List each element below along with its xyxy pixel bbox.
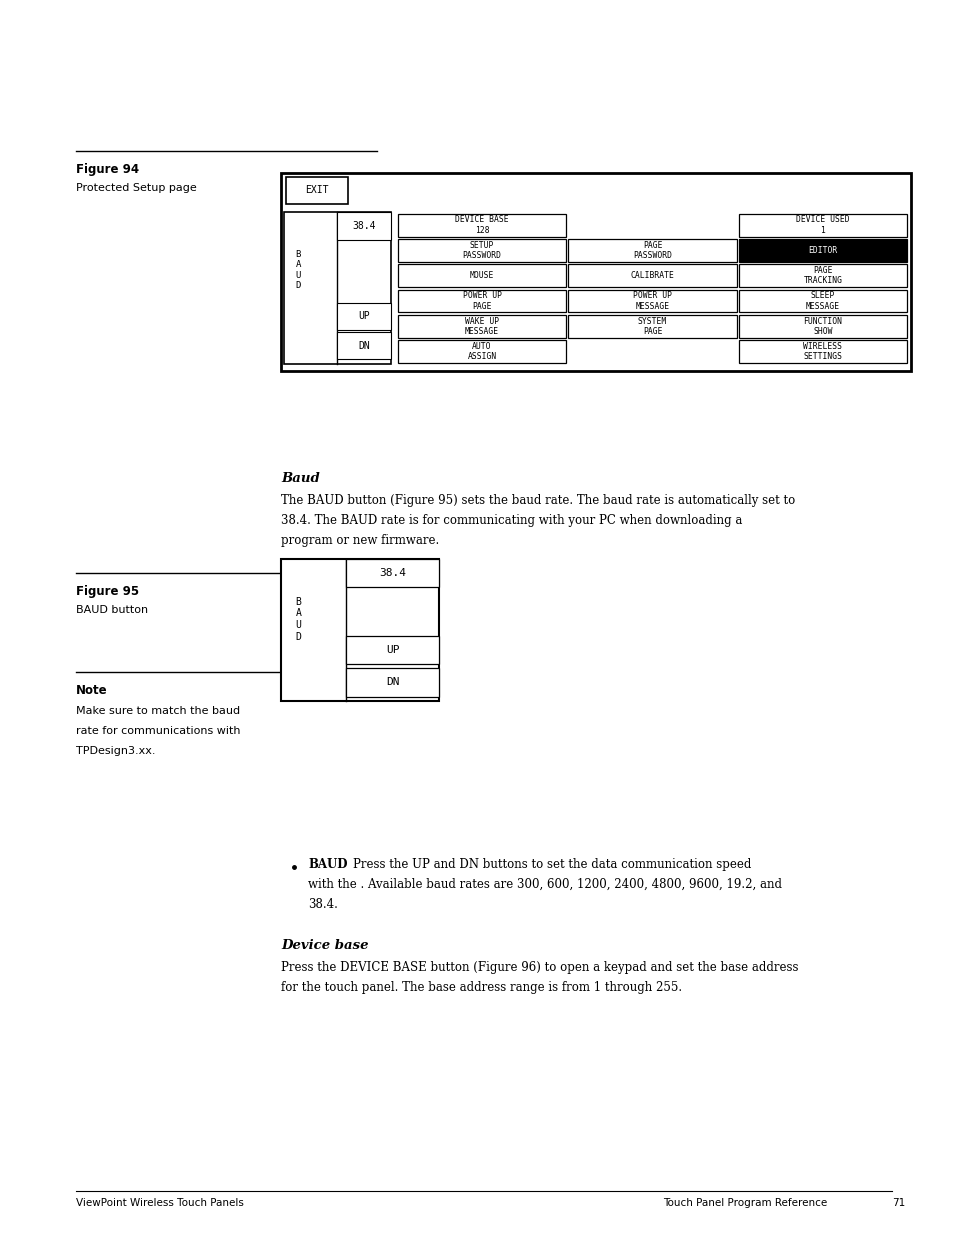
Text: WAKE UP
MESSAGE: WAKE UP MESSAGE — [464, 316, 498, 336]
Bar — [738, 264, 906, 288]
Bar — [336, 303, 391, 330]
Text: DEVICE USED
1: DEVICE USED 1 — [796, 215, 849, 235]
Bar — [281, 559, 438, 701]
Bar — [397, 315, 566, 338]
Text: ViewPoint Wireless Touch Panels: ViewPoint Wireless Touch Panels — [76, 1198, 244, 1208]
Text: PAGE
PASSWORD: PAGE PASSWORD — [633, 241, 671, 261]
Bar — [397, 341, 566, 363]
Bar — [286, 177, 348, 204]
Text: 38.4. The BAUD rate is for communicating with your PC when downloading a: 38.4. The BAUD rate is for communicating… — [281, 514, 742, 527]
Text: CALIBRATE: CALIBRATE — [630, 272, 674, 280]
Bar — [738, 240, 906, 262]
Bar — [568, 315, 736, 338]
Text: SETUP
PASSWORD: SETUP PASSWORD — [462, 241, 501, 261]
Text: rate for communications with: rate for communications with — [76, 726, 240, 736]
Bar — [336, 332, 391, 359]
Bar — [336, 212, 391, 240]
Text: EXIT: EXIT — [305, 185, 329, 195]
Text: Figure 95: Figure 95 — [76, 585, 139, 599]
Text: DN: DN — [385, 677, 399, 688]
Text: for the touch panel. The base address range is from 1 through 255.: for the touch panel. The base address ra… — [281, 981, 681, 994]
Bar — [346, 559, 438, 587]
Bar — [738, 341, 906, 363]
Text: BAUD: BAUD — [308, 858, 347, 872]
Bar — [568, 264, 736, 288]
Bar — [281, 173, 910, 370]
Text: AUTO
ASSIGN: AUTO ASSIGN — [467, 342, 497, 362]
Text: Baud: Baud — [281, 472, 320, 485]
Text: Make sure to match the baud: Make sure to match the baud — [76, 706, 240, 716]
Bar — [346, 668, 438, 697]
Text: PAGE
TRACKING: PAGE TRACKING — [802, 266, 841, 285]
Text: 71: 71 — [891, 1198, 904, 1208]
Text: Device base: Device base — [281, 939, 369, 952]
Text: DN: DN — [357, 341, 370, 351]
Text: B
A
U
D: B A U D — [295, 249, 301, 290]
Text: FUNCTION
SHOW: FUNCTION SHOW — [802, 316, 841, 336]
Bar — [284, 212, 391, 364]
Bar — [346, 636, 438, 664]
Text: 38.4: 38.4 — [352, 221, 375, 231]
Text: MOUSE: MOUSE — [470, 272, 494, 280]
Text: The BAUD button (Figure 95) sets the baud rate. The baud rate is automatically s: The BAUD button (Figure 95) sets the bau… — [281, 494, 795, 508]
Bar — [397, 264, 566, 288]
Text: Press the DEVICE BASE button (Figure 96) to open a keypad and set the base addre: Press the DEVICE BASE button (Figure 96)… — [281, 961, 798, 974]
Text: B
A
U
D: B A U D — [295, 597, 301, 641]
Text: POWER UP
PAGE: POWER UP PAGE — [462, 291, 501, 311]
Text: SLEEP
MESSAGE: SLEEP MESSAGE — [805, 291, 840, 311]
Bar — [738, 214, 906, 237]
Text: Protected Setup page: Protected Setup page — [76, 183, 197, 193]
Text: UP: UP — [357, 311, 370, 321]
Bar — [738, 315, 906, 338]
Text: EDITOR: EDITOR — [807, 246, 837, 254]
Bar — [568, 290, 736, 312]
Bar — [397, 240, 566, 262]
Bar — [738, 290, 906, 312]
Text: BAUD button: BAUD button — [76, 605, 149, 615]
Text: POWER UP
MESSAGE: POWER UP MESSAGE — [633, 291, 671, 311]
Text: Press the UP and DN buttons to set the data communication speed: Press the UP and DN buttons to set the d… — [353, 858, 751, 872]
Text: 38.4.: 38.4. — [308, 898, 337, 911]
Text: TPDesign3.xx.: TPDesign3.xx. — [76, 746, 155, 756]
Bar — [397, 290, 566, 312]
Bar — [397, 214, 566, 237]
Text: UP: UP — [385, 645, 399, 656]
Text: Figure 94: Figure 94 — [76, 163, 139, 177]
Text: DEVICE BASE
128: DEVICE BASE 128 — [455, 215, 508, 235]
Text: Touch Panel Program Reference: Touch Panel Program Reference — [662, 1198, 826, 1208]
Text: WIRELESS
SETTINGS: WIRELESS SETTINGS — [802, 342, 841, 362]
Text: program or new firmware.: program or new firmware. — [281, 534, 439, 547]
Text: SYSTEM
PAGE: SYSTEM PAGE — [638, 316, 666, 336]
Text: Note: Note — [76, 684, 108, 698]
Bar — [568, 240, 736, 262]
Text: with the . Available baud rates are 300, 600, 1200, 2400, 4800, 9600, 19.2, and: with the . Available baud rates are 300,… — [308, 878, 781, 892]
Text: 38.4: 38.4 — [378, 568, 406, 578]
